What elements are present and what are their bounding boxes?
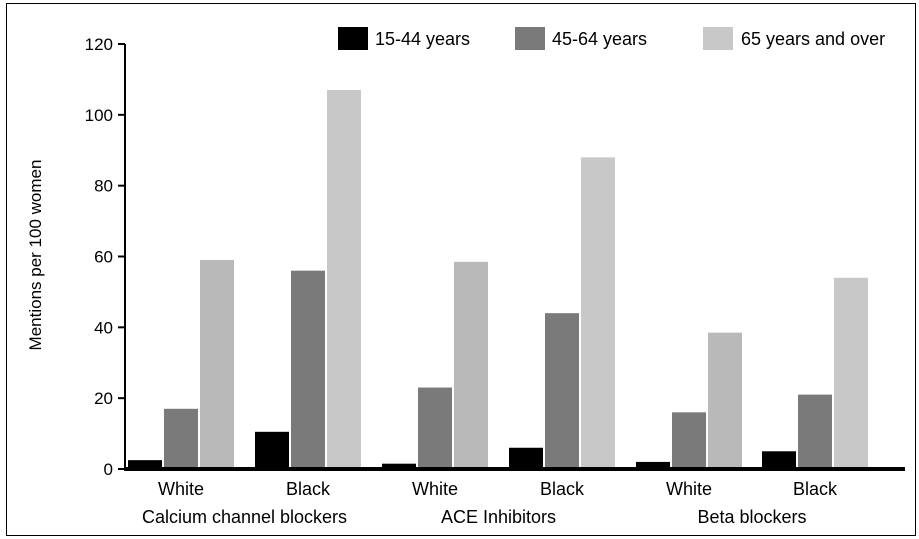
- bar: [291, 270, 325, 469]
- legend-label: 15-44 years: [375, 29, 470, 49]
- x-tick-label: Black: [540, 479, 585, 499]
- bar: [128, 460, 162, 469]
- legend-swatch: [338, 27, 368, 50]
- bar: [164, 408, 198, 469]
- bar: [327, 90, 361, 470]
- y-tick-label: 120: [85, 35, 113, 54]
- x-tick-label: Black: [286, 479, 331, 499]
- bar: [798, 394, 832, 469]
- y-tick-label: 60: [94, 248, 113, 267]
- bar-chart: Mentions per 100 women 0 20 40 60 80 100 120 Wh…: [26, 27, 905, 527]
- bar: [762, 451, 796, 469]
- bar: [834, 277, 868, 469]
- y-tick-label: 40: [94, 318, 113, 337]
- bar: [200, 260, 234, 469]
- y-axis-label: Mentions per 100 women: [26, 160, 45, 351]
- bar: [636, 461, 670, 469]
- x-tick-label: White: [412, 479, 458, 499]
- bar: [382, 463, 416, 469]
- x-group-label: ACE Inhibitors: [441, 507, 556, 527]
- x-tick-label: White: [158, 479, 204, 499]
- bar: [454, 261, 488, 469]
- legend-swatch: [515, 27, 545, 50]
- chart-frame: Mentions per 100 women 0 20 40 60 80 100 120 Wh…: [6, 3, 916, 536]
- bar: [672, 412, 706, 469]
- legend-label: 65 years and over: [741, 29, 885, 49]
- legend-label: 45-64 years: [552, 29, 647, 49]
- bar: [418, 387, 452, 469]
- bar: [708, 332, 742, 469]
- bar: [255, 431, 289, 469]
- bar: [509, 447, 543, 469]
- x-group-label: Beta blockers: [697, 507, 806, 527]
- legend-swatch: [703, 27, 733, 50]
- bar: [581, 157, 615, 470]
- x-group-label: Calcium channel blockers: [142, 507, 347, 527]
- y-tick-label: 0: [104, 460, 113, 479]
- y-tick-label: 20: [94, 389, 113, 408]
- y-tick-label: 80: [94, 177, 113, 196]
- y-tick-label: 100: [85, 106, 113, 125]
- bar: [545, 313, 579, 469]
- x-tick-label: White: [666, 479, 712, 499]
- x-tick-label: Black: [793, 479, 838, 499]
